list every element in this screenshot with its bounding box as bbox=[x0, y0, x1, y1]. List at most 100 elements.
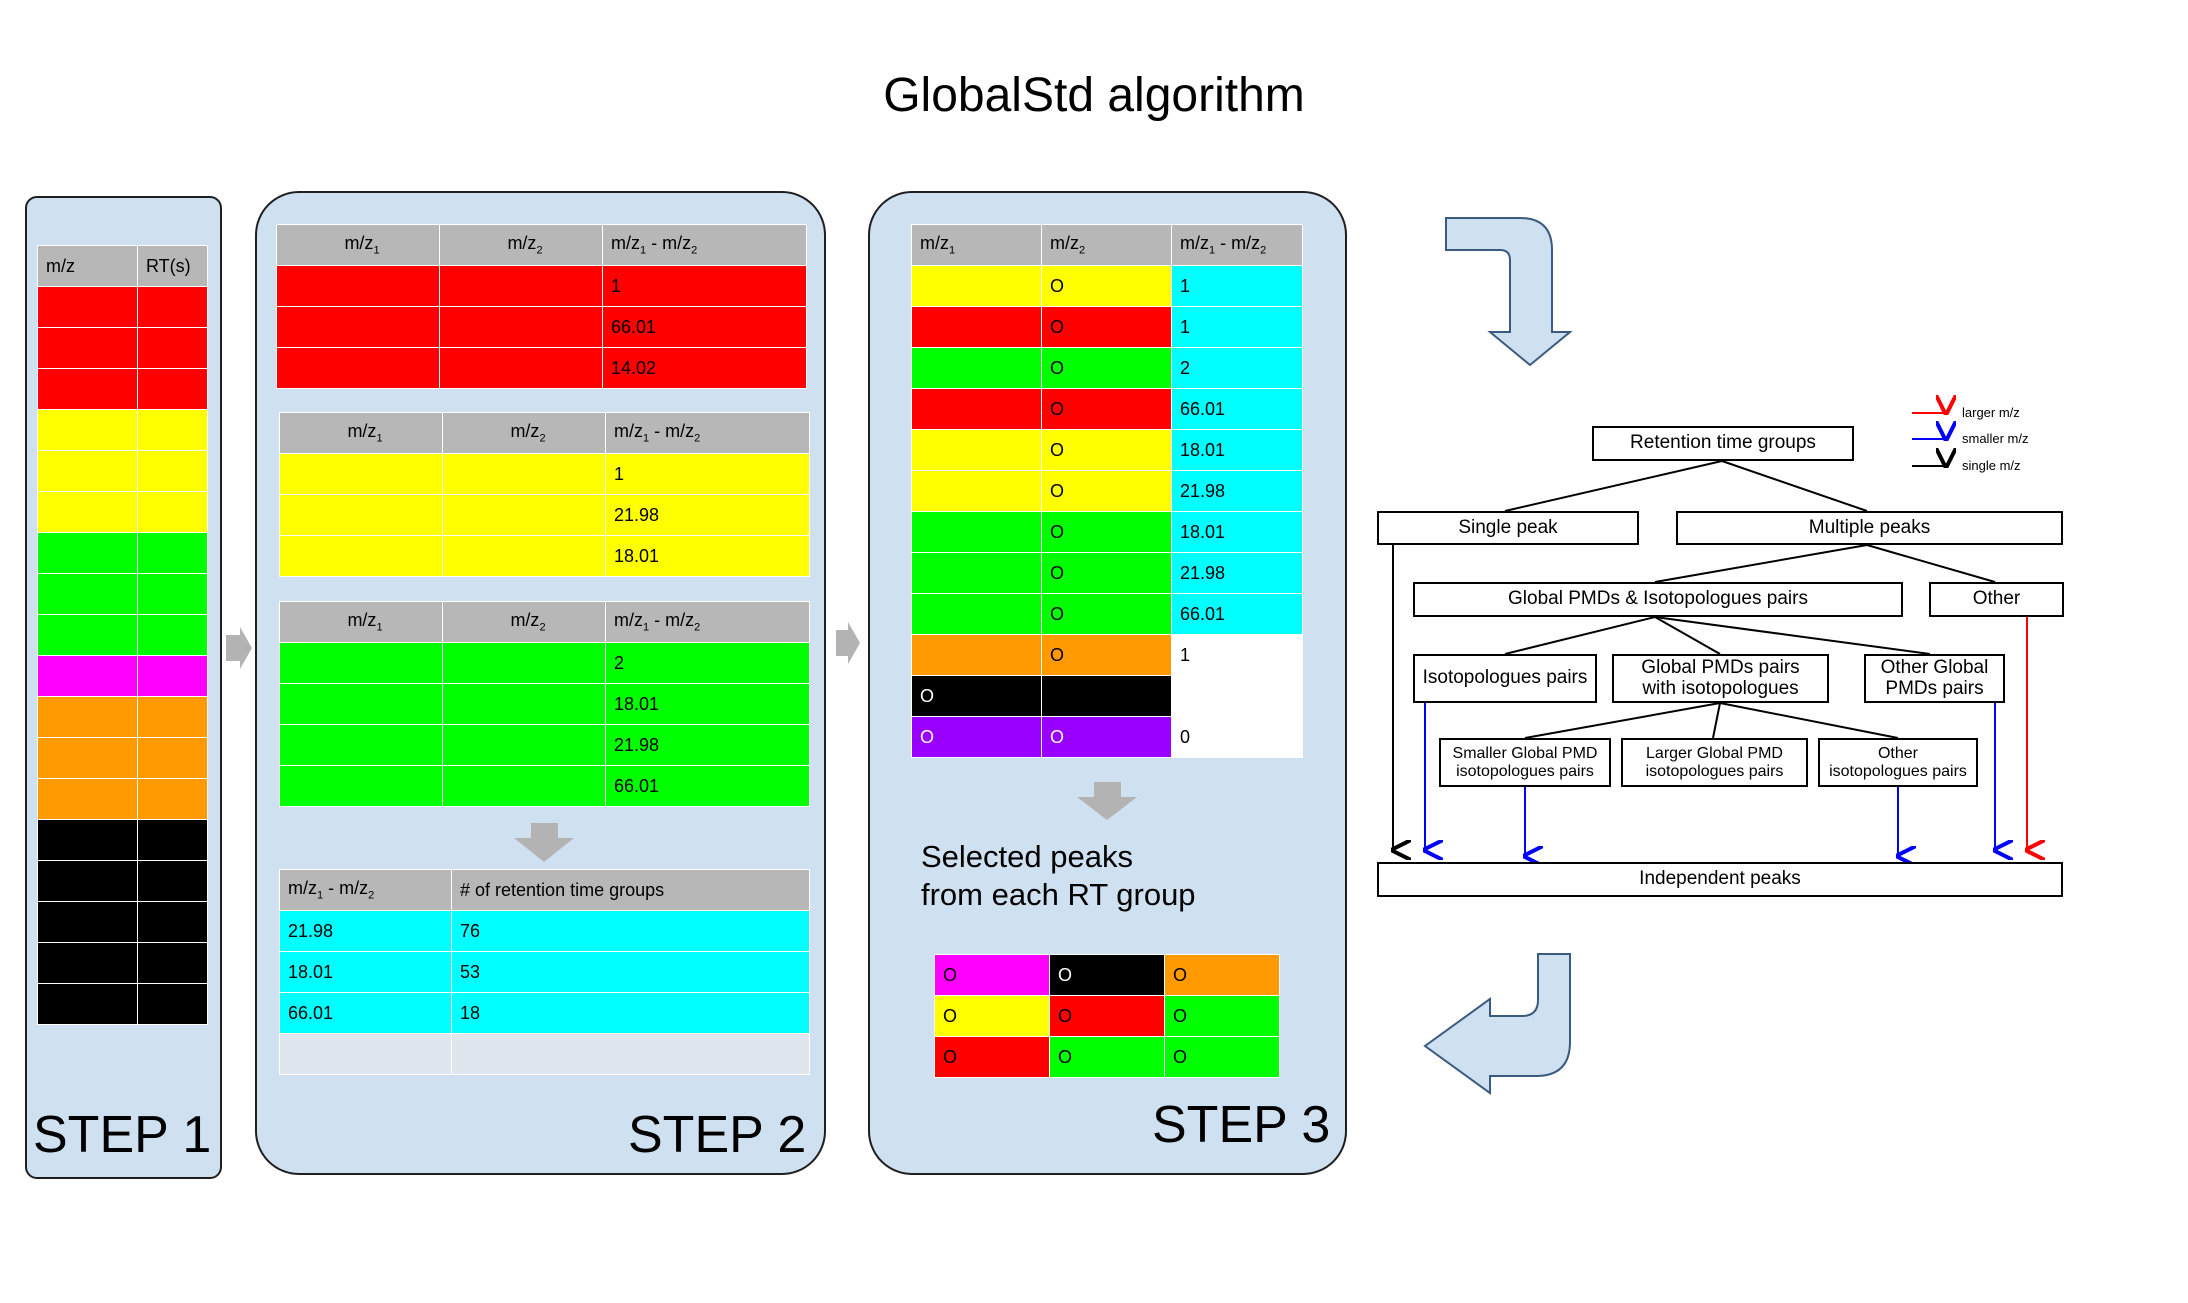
curved-arrow-down bbox=[1445, 217, 1573, 367]
step3-row: O 18.01 bbox=[911, 429, 1303, 471]
mz1-text: m/z bbox=[347, 610, 377, 631]
step2-table-red: m/z1 m/z2 m/z1 - m/z2 1 66.01 14.02 bbox=[276, 224, 807, 389]
node-gpiso-line2: with isotopologues bbox=[1642, 677, 1799, 699]
step3-mark-mz1 bbox=[911, 347, 1042, 389]
node-otherglobal-line1: Other Global bbox=[1880, 656, 1989, 678]
step3-header-mz2: m/z2 bbox=[1041, 224, 1172, 266]
step2-diff-value: 14.02 bbox=[602, 347, 807, 389]
summary-diff-a: m/z bbox=[288, 878, 317, 899]
step3-mark-mz2: O bbox=[1041, 388, 1172, 430]
diff-a: m/z bbox=[611, 233, 640, 254]
step3-mark-mz2: O bbox=[1041, 593, 1172, 635]
edge-multiple-other bbox=[1866, 544, 1996, 583]
step3-mark-mz1 bbox=[911, 634, 1042, 676]
mz2-sub: 2 bbox=[536, 244, 543, 257]
col-diff: m/z1 - m/z2 bbox=[605, 601, 810, 643]
step3-diff-value: 1 bbox=[1171, 265, 1303, 307]
step3-diff-value: 1 bbox=[1171, 306, 1303, 348]
step3-label: STEP 3 bbox=[1152, 1096, 1331, 1154]
step1-row bbox=[37, 778, 208, 820]
step1-row bbox=[37, 819, 208, 861]
step1-row bbox=[37, 901, 208, 943]
diagram-title: GlobalStd algorithm bbox=[883, 69, 1305, 122]
col-diff: m/z1 - m/z2 bbox=[602, 224, 807, 266]
selected-peak-cell: O bbox=[1049, 995, 1165, 1037]
step3-diff-a-sub: 1 bbox=[1209, 244, 1216, 257]
node-otherglobal-line2: PMDs pairs bbox=[1885, 677, 1984, 699]
step1-row bbox=[37, 942, 208, 984]
summary-diff: 66.01 bbox=[279, 992, 452, 1034]
step1-row bbox=[37, 286, 208, 328]
step3-mark-mz2 bbox=[1041, 675, 1172, 717]
step1-cell bbox=[37, 901, 138, 943]
col-mz2: m/z2 bbox=[439, 224, 603, 266]
step1-cell bbox=[37, 409, 138, 451]
step3-diff-value: 66.01 bbox=[1171, 388, 1303, 430]
step2-cell bbox=[279, 642, 443, 684]
diff-b: - m/z bbox=[649, 421, 695, 442]
step3-mark-mz1 bbox=[911, 265, 1042, 307]
arrow-step2-to-step3 bbox=[836, 622, 860, 664]
step3-mz2-sub: 2 bbox=[1079, 244, 1086, 257]
step1-cell bbox=[137, 368, 208, 410]
diff-a-sub: 1 bbox=[643, 432, 650, 445]
legend-single: single m/z bbox=[1962, 458, 2021, 473]
mz1-sub: 1 bbox=[376, 432, 383, 445]
step1-row bbox=[37, 860, 208, 902]
step3-mz1-sub: 1 bbox=[949, 244, 956, 257]
step3-row: O 21.98 bbox=[911, 552, 1303, 594]
step2-cell bbox=[439, 306, 603, 348]
selected-peak-cell: O bbox=[934, 1036, 1050, 1078]
mz1-text: m/z bbox=[347, 421, 377, 442]
node-otheriso-line2: isotopologues pairs bbox=[1829, 762, 1967, 780]
diff-b-sub: 2 bbox=[694, 432, 701, 445]
summary-header-diff: m/z1 - m/z2 bbox=[279, 869, 452, 911]
edge-gpiso-larger bbox=[1712, 702, 1721, 739]
step1-cell bbox=[37, 491, 138, 533]
selected-caption-line2: from each RT group bbox=[921, 877, 1196, 912]
step2-cell bbox=[279, 765, 443, 807]
step1-cell bbox=[137, 573, 208, 615]
step3-table: m/z1 m/z2 m/z1 - m/z2 O 1 O 1 O 2 O 66.01 O 18.01… bbox=[911, 224, 1303, 758]
step1-row bbox=[37, 696, 208, 738]
step2-row: 21.98 bbox=[279, 724, 810, 766]
edge-root-single bbox=[1504, 460, 1723, 512]
step1-row bbox=[37, 491, 208, 533]
step2-diff-value: 66.01 bbox=[605, 765, 810, 807]
step2-diff-value: 18.01 bbox=[605, 683, 810, 725]
step1-cell bbox=[137, 696, 208, 738]
selected-peak-cell: O bbox=[1164, 1036, 1280, 1078]
step3-header-diff: m/z1 - m/z2 bbox=[1171, 224, 1303, 266]
step3-mark-mz1 bbox=[911, 470, 1042, 512]
edge-global-otherglobal bbox=[1654, 616, 1931, 655]
step2-cell bbox=[442, 765, 606, 807]
step3-diff-value: 2 bbox=[1171, 347, 1303, 389]
selected-peaks-caption: Selected peaks from each RT group bbox=[921, 838, 1196, 914]
step2-row: 66.01 bbox=[279, 765, 810, 807]
step1-cell bbox=[37, 942, 138, 984]
mz2-sub: 2 bbox=[539, 621, 546, 634]
step1-cell bbox=[37, 614, 138, 656]
step2-cell bbox=[279, 453, 443, 495]
node-smaller-line2: isotopologues pairs bbox=[1456, 762, 1594, 780]
summary-count: 18 bbox=[451, 992, 810, 1034]
step1-cell bbox=[137, 737, 208, 779]
step1-table: m/z RT(s) bbox=[37, 245, 208, 1025]
step3-mark-mz1: O bbox=[911, 716, 1042, 758]
col-diff: m/z1 - m/z2 bbox=[605, 412, 810, 454]
step1-cell bbox=[137, 901, 208, 943]
summary-diff-b-sub: 2 bbox=[368, 889, 375, 902]
step1-label: STEP 1 bbox=[33, 1106, 212, 1164]
step2-diff-value: 21.98 bbox=[605, 494, 810, 536]
diff-a: m/z bbox=[614, 610, 643, 631]
node-global-pmds-iso: Global PMDs & Isotopologues pairs bbox=[1413, 582, 1903, 617]
node-smaller-line1: Smaller Global PMD bbox=[1452, 744, 1598, 762]
step2-diff-value: 21.98 bbox=[605, 724, 810, 766]
summary-diff-b: - m/z bbox=[323, 878, 369, 899]
step2-row: 2 bbox=[279, 642, 810, 684]
